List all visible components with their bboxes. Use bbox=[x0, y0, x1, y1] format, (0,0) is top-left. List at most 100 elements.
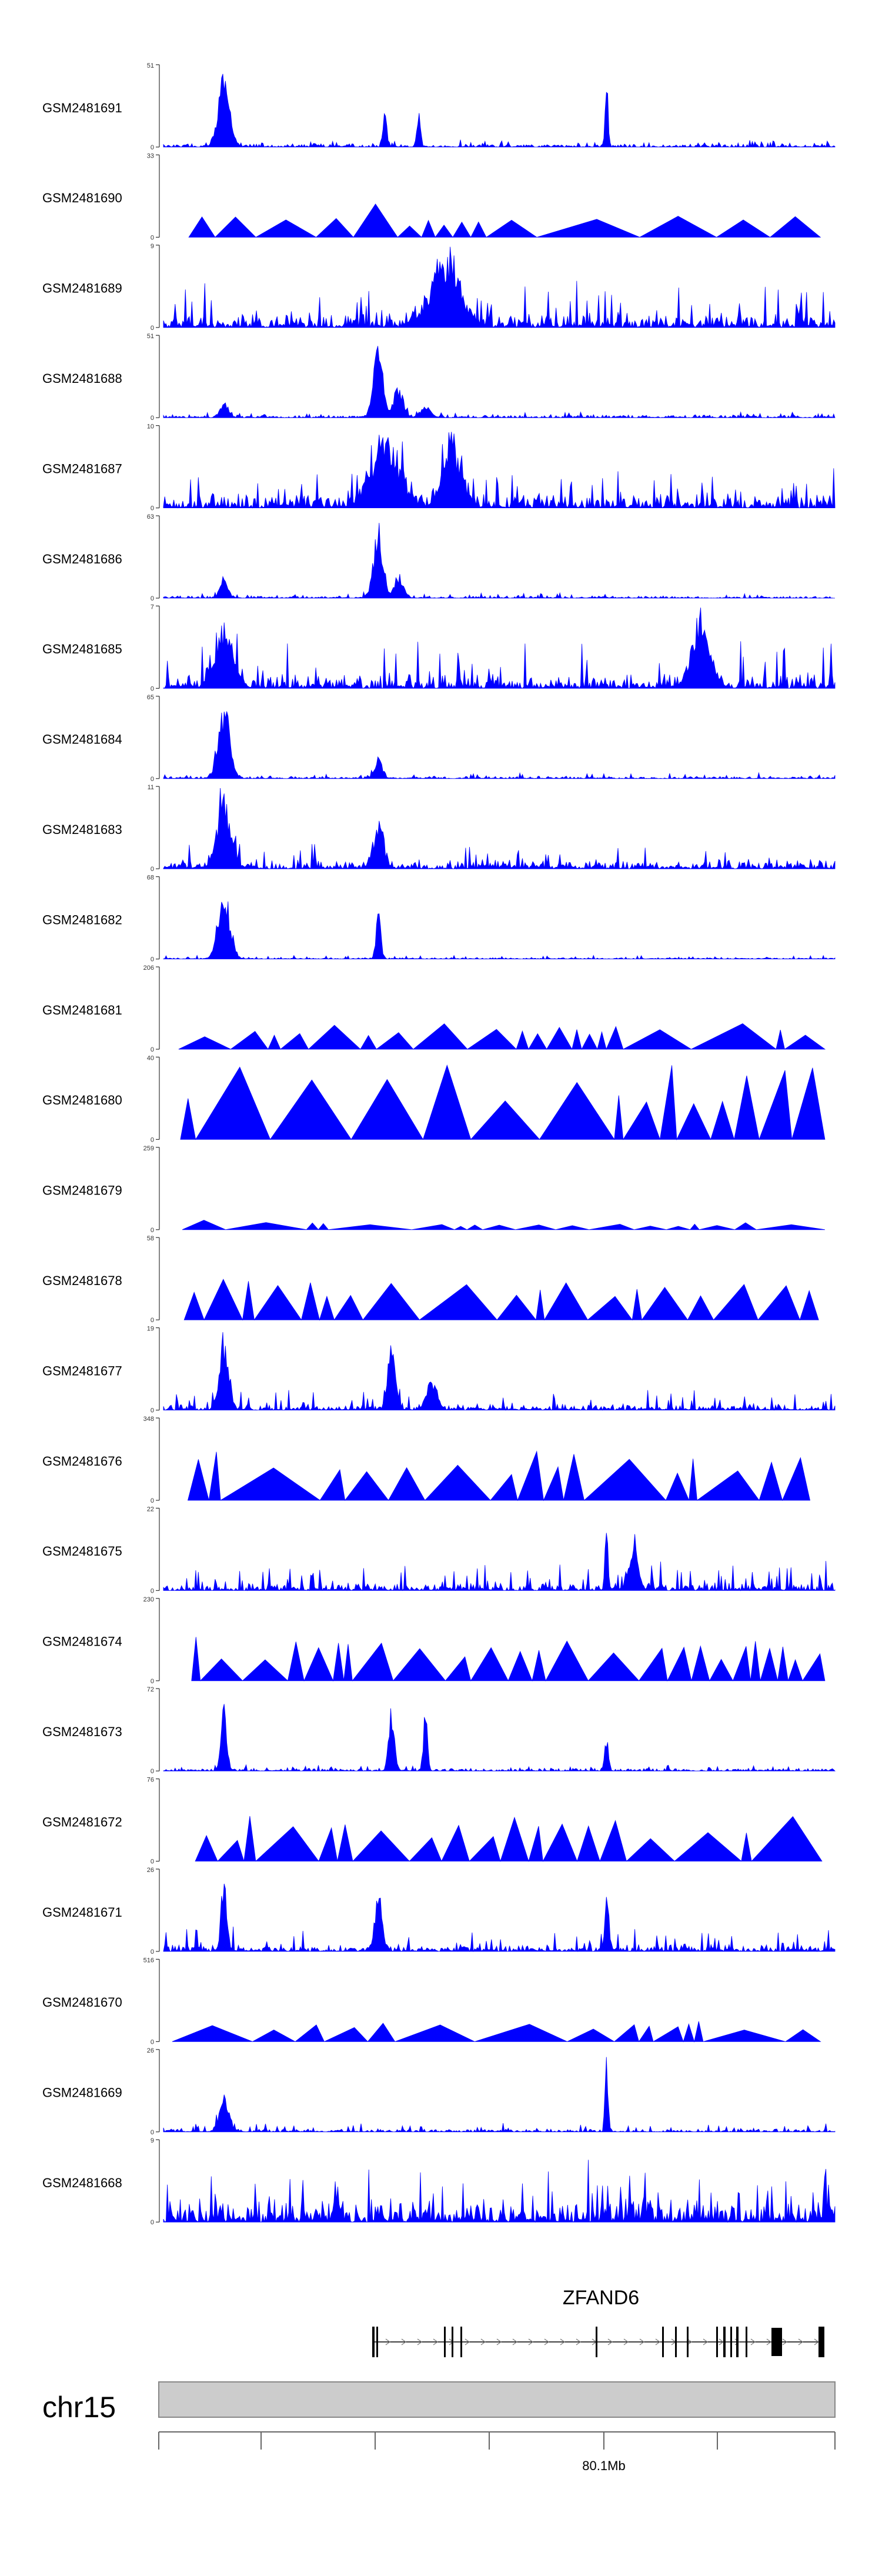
y-min-label: 0 bbox=[151, 1046, 154, 1053]
y-max-label: 26 bbox=[147, 2047, 154, 2054]
signal-area bbox=[163, 523, 835, 599]
y-max-label: 7 bbox=[151, 603, 154, 610]
gene-exon bbox=[444, 2327, 446, 2357]
y-max-label: 9 bbox=[151, 2137, 154, 2144]
track-label: GSM2481677 bbox=[42, 1363, 122, 1378]
y-min-label: 0 bbox=[151, 1768, 154, 1775]
track-label: GSM2481688 bbox=[42, 371, 122, 386]
signal-area bbox=[163, 788, 836, 870]
y-min-label: 0 bbox=[151, 956, 154, 963]
track-GSM2481685: GSM2481685 7 0 bbox=[42, 603, 836, 692]
track-label: GSM2481676 bbox=[42, 1454, 122, 1469]
strand-arrow bbox=[750, 2338, 756, 2345]
track-GSM2481688: GSM2481688 51 0 bbox=[42, 333, 836, 422]
y-max-label: 58 bbox=[147, 1235, 154, 1242]
y-min-label: 0 bbox=[151, 325, 154, 332]
y-min-label: 0 bbox=[151, 415, 154, 422]
gene-track: ZFAND6 bbox=[372, 2287, 824, 2357]
gene-exon bbox=[716, 2327, 718, 2357]
track-label: GSM2481691 bbox=[42, 101, 122, 115]
signal-area bbox=[163, 1332, 836, 1411]
signal-area bbox=[178, 1023, 826, 1050]
track-label: GSM2481672 bbox=[42, 1814, 122, 1829]
y-max-label: 40 bbox=[147, 1055, 154, 1062]
y-max-label: 19 bbox=[147, 1326, 154, 1333]
track-label: GSM2481669 bbox=[42, 2086, 122, 2100]
y-max-label: 206 bbox=[143, 965, 154, 972]
track-GSM2481676: GSM2481676 348 0 bbox=[42, 1416, 810, 1504]
y-max-label: 230 bbox=[143, 1596, 154, 1603]
track-GSM2481683: GSM2481683 11 0 bbox=[42, 784, 836, 873]
signal-area bbox=[163, 2057, 836, 2133]
track-GSM2481689: GSM2481689 9 0 bbox=[42, 243, 836, 332]
y-max-label: 259 bbox=[143, 1145, 154, 1152]
signal-area bbox=[163, 1704, 836, 1772]
signal-area bbox=[172, 2021, 821, 2043]
y-max-label: 65 bbox=[147, 694, 154, 701]
track-label: GSM2481673 bbox=[42, 1724, 122, 1739]
signal-area bbox=[187, 1450, 810, 1501]
y-min-label: 0 bbox=[151, 1227, 154, 1234]
y-max-label: 51 bbox=[147, 333, 154, 340]
gene-exon bbox=[723, 2327, 726, 2357]
track-label: GSM2481681 bbox=[42, 1003, 122, 1017]
signal-area bbox=[163, 711, 836, 779]
strand-arrow bbox=[512, 2338, 518, 2345]
track-GSM2481678: GSM2481678 58 0 bbox=[42, 1235, 819, 1324]
track-GSM2481690: GSM2481690 33 0 bbox=[42, 152, 821, 241]
genome-axis-label: 80.1Mb bbox=[582, 2458, 625, 2473]
gene-exon bbox=[736, 2327, 739, 2357]
signal-area bbox=[163, 901, 836, 960]
track-GSM2481675: GSM2481675 22 0 bbox=[42, 1506, 836, 1594]
gene-exon bbox=[460, 2327, 462, 2357]
strand-arrow bbox=[576, 2338, 582, 2345]
strand-arrow bbox=[798, 2338, 804, 2345]
strand-arrow bbox=[433, 2338, 439, 2345]
signal-area bbox=[188, 203, 821, 238]
gene-label: ZFAND6 bbox=[563, 2287, 639, 2309]
track-GSM2481677: GSM2481677 19 0 bbox=[42, 1326, 836, 1414]
y-max-label: 10 bbox=[147, 423, 154, 431]
chromosome-ideogram: chr15 80.1Mb bbox=[42, 2381, 836, 2473]
track-label: GSM2481689 bbox=[42, 281, 122, 296]
strand-arrow bbox=[703, 2338, 709, 2345]
gene-exon bbox=[452, 2327, 453, 2357]
track-label: GSM2481678 bbox=[42, 1273, 122, 1288]
gene-exon bbox=[372, 2327, 375, 2357]
track-label: GSM2481679 bbox=[42, 1183, 122, 1198]
y-min-label: 0 bbox=[151, 776, 154, 783]
signal-area bbox=[180, 1064, 826, 1140]
track-label: GSM2481687 bbox=[42, 461, 122, 476]
gene-exon bbox=[771, 2328, 782, 2356]
signal-area bbox=[163, 608, 836, 689]
y-min-label: 0 bbox=[151, 685, 154, 692]
signal-area bbox=[163, 432, 836, 509]
track-label: GSM2481684 bbox=[42, 732, 122, 747]
y-max-label: 22 bbox=[147, 1506, 154, 1513]
signal-area bbox=[191, 1637, 826, 1682]
strand-arrow bbox=[607, 2338, 613, 2345]
gene-exon bbox=[687, 2327, 689, 2357]
signal-area bbox=[195, 1816, 823, 1862]
genome-axis-ticks bbox=[158, 2432, 836, 2450]
strand-arrow bbox=[417, 2338, 423, 2345]
track-label: GSM2481675 bbox=[42, 1544, 122, 1559]
y-min-label: 0 bbox=[151, 1317, 154, 1324]
strand-arrow bbox=[465, 2338, 470, 2345]
track-label: GSM2481683 bbox=[42, 822, 122, 837]
track-GSM2481687: GSM2481687 10 0 bbox=[42, 423, 836, 512]
gene-model bbox=[372, 2327, 824, 2357]
y-max-label: 348 bbox=[143, 1416, 154, 1423]
track-GSM2481672: GSM2481672 76 0 bbox=[42, 1777, 823, 1866]
gene-exon bbox=[746, 2327, 747, 2357]
strand-arrow bbox=[655, 2338, 661, 2345]
signal-tracks: GSM2481691510GSM2481690330GSM248168990GS… bbox=[42, 62, 836, 2226]
y-min-label: 0 bbox=[151, 1948, 154, 1956]
track-GSM2481682: GSM2481682 68 0 bbox=[42, 875, 836, 963]
signal-area bbox=[182, 1220, 825, 1230]
track-GSM2481686: GSM2481686 63 0 bbox=[42, 513, 835, 602]
y-max-label: 9 bbox=[151, 243, 154, 250]
track-GSM2481679: GSM2481679 259 0 bbox=[42, 1145, 825, 1234]
gene-exon bbox=[376, 2327, 378, 2357]
